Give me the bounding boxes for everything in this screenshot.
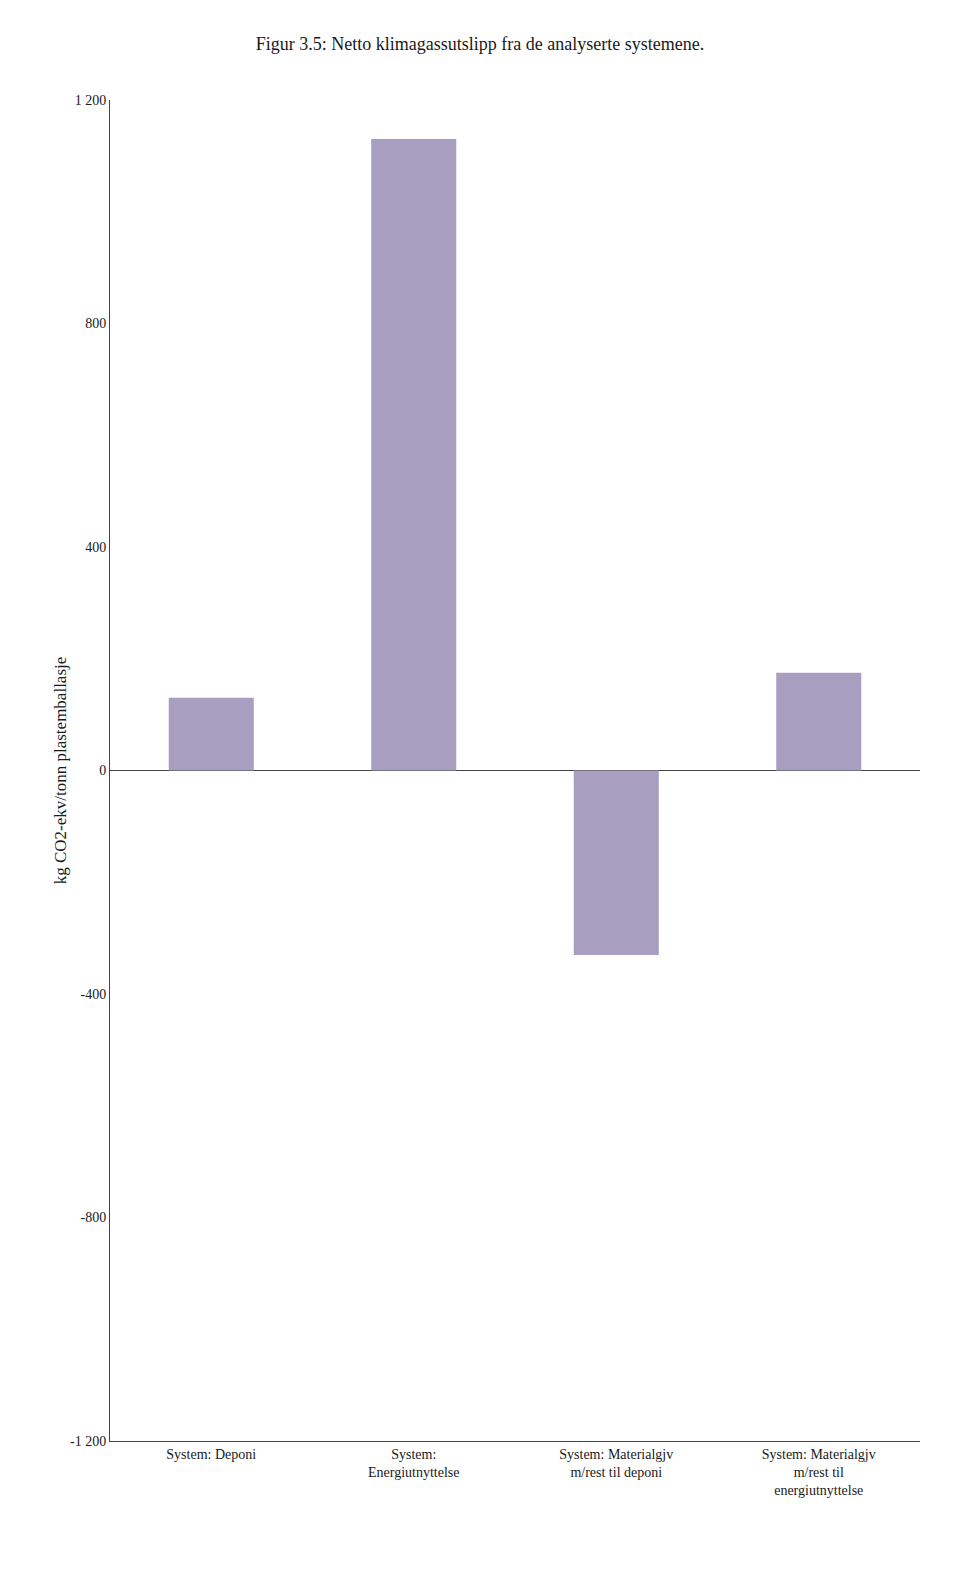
svg-text:kg CO2-ekv/tonn plastemballasj: kg CO2-ekv/tonn plastemballasje xyxy=(51,657,70,885)
svg-text:800: 800 xyxy=(85,316,106,331)
svg-text:0: 0 xyxy=(99,763,106,778)
svg-text:Figur 3.5: Netto klimagassutsl: Figur 3.5: Netto klimagassutslipp fra de… xyxy=(256,34,704,54)
svg-text:-800: -800 xyxy=(81,1210,107,1225)
svg-text:1 200: 1 200 xyxy=(75,93,107,108)
svg-text:System: Deponi: System: Deponi xyxy=(166,1447,256,1462)
svg-text:System: Materialgjvm/rest tile: System: Materialgjvm/rest tilenergiutnyt… xyxy=(762,1447,876,1498)
svg-text:System:Energiutnyttelse: System:Energiutnyttelse xyxy=(368,1447,460,1480)
svg-text:400: 400 xyxy=(85,540,106,555)
svg-text:System: Materialgjvm/rest til: System: Materialgjvm/rest til deponi xyxy=(559,1447,673,1480)
svg-text:-400: -400 xyxy=(81,987,107,1002)
svg-text:-1 200: -1 200 xyxy=(70,1434,106,1449)
